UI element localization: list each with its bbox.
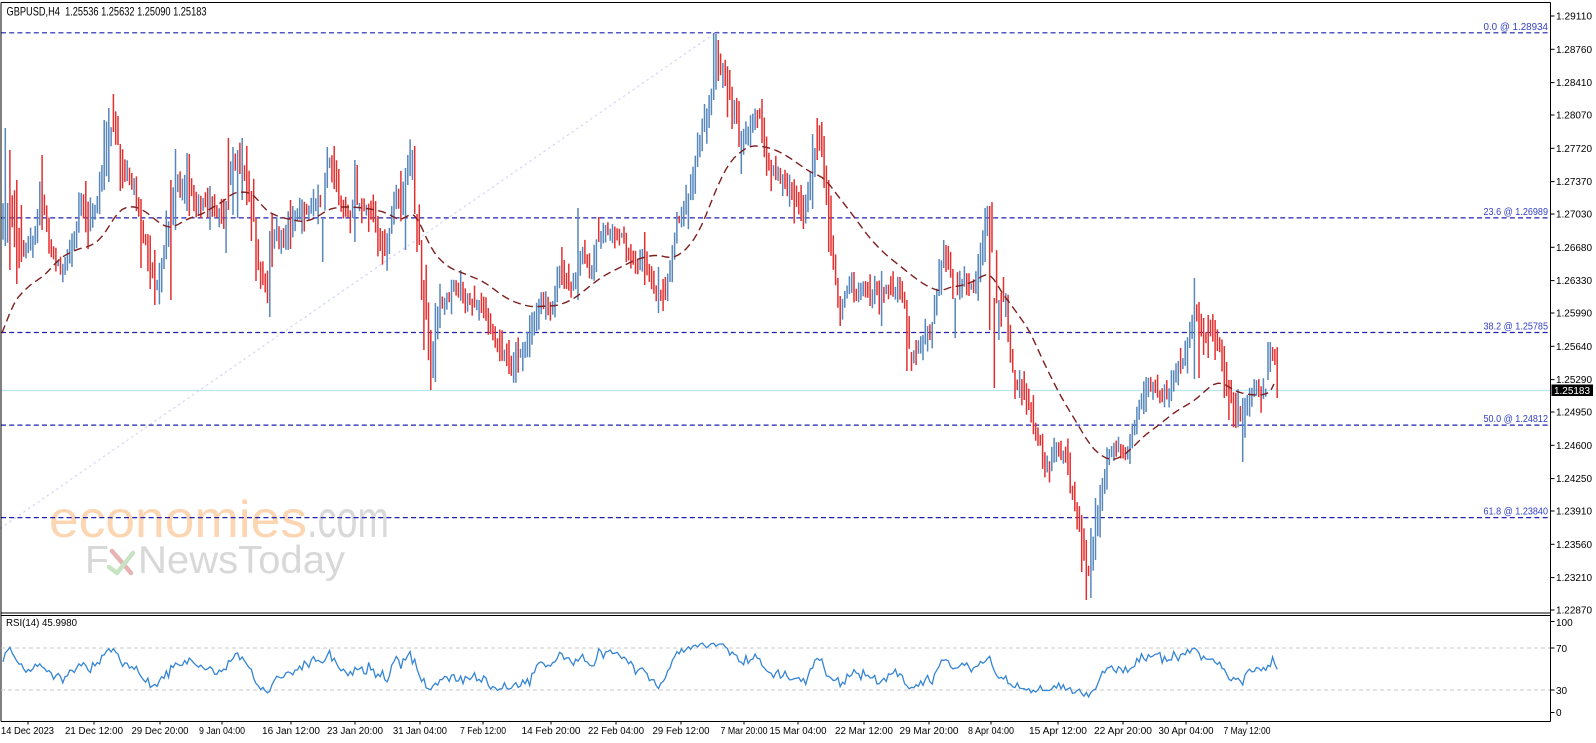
svg-text:0: 0 <box>1556 708 1562 719</box>
svg-text:economies: economies <box>49 491 307 549</box>
svg-text:15 Apr 12:00: 15 Apr 12:00 <box>1029 726 1087 737</box>
svg-text:1.28070: 1.28070 <box>1556 111 1592 122</box>
svg-text:38.2 @ 1.25785: 38.2 @ 1.25785 <box>1484 322 1549 333</box>
svg-text:1.28760: 1.28760 <box>1556 45 1592 56</box>
svg-text:29 Dec 20:00: 29 Dec 20:00 <box>132 726 189 737</box>
svg-text:7 Mar 20:00: 7 Mar 20:00 <box>721 726 768 737</box>
svg-text:61.8 @ 1.23840: 61.8 @ 1.23840 <box>1484 507 1549 518</box>
svg-text:31 Jan 04:00: 31 Jan 04:00 <box>393 726 447 737</box>
svg-text:1.24950: 1.24950 <box>1556 408 1592 419</box>
svg-text:1.25290: 1.25290 <box>1556 375 1592 386</box>
svg-text:1.24600: 1.24600 <box>1556 441 1592 452</box>
svg-text:7 Feb 12:00: 7 Feb 12:00 <box>460 726 506 737</box>
svg-text:9 Jan 04:00: 9 Jan 04:00 <box>199 726 245 737</box>
svg-text:1.23210: 1.23210 <box>1556 573 1592 584</box>
svg-text:F: F <box>85 539 109 582</box>
svg-text:1.27030: 1.27030 <box>1556 210 1592 221</box>
svg-text:22 Mar 12:00: 22 Mar 12:00 <box>835 726 893 737</box>
svg-text:30 Apr 04:00: 30 Apr 04:00 <box>1159 726 1214 737</box>
svg-text:1.29110: 1.29110 <box>1556 12 1592 23</box>
svg-text:RSI(14) 45.9980: RSI(14) 45.9980 <box>6 618 77 629</box>
svg-text:1.24250: 1.24250 <box>1556 474 1592 485</box>
svg-text:0.0 @ 1.28934: 0.0 @ 1.28934 <box>1484 22 1549 33</box>
svg-text:70: 70 <box>1556 644 1568 655</box>
svg-text:GBPUSD,H4 1.25536 1.25632 1.2: GBPUSD,H4 1.25536 1.25632 1.25090 1.2518… <box>7 5 207 19</box>
svg-text:7 May 12:00: 7 May 12:00 <box>1224 726 1271 737</box>
svg-text:1.27720: 1.27720 <box>1556 144 1592 155</box>
svg-text:14 Dec 2023: 14 Dec 2023 <box>1 726 54 737</box>
svg-text:1.25990: 1.25990 <box>1556 309 1592 320</box>
svg-text:8 Apr 04:00: 8 Apr 04:00 <box>968 726 1014 737</box>
svg-text:16 Jan 12:00: 16 Jan 12:00 <box>262 726 320 737</box>
svg-text:23 Jan 20:00: 23 Jan 20:00 <box>327 726 383 737</box>
svg-text:30: 30 <box>1556 686 1568 697</box>
svg-text:1.27370: 1.27370 <box>1556 177 1592 188</box>
svg-text:22 Feb 04:00: 22 Feb 04:00 <box>588 726 644 737</box>
svg-text:1.23910: 1.23910 <box>1556 507 1592 518</box>
svg-text:23.6 @ 1.26989: 23.6 @ 1.26989 <box>1484 207 1549 218</box>
svg-text:1.25183: 1.25183 <box>1554 386 1590 397</box>
svg-text:NewsToday: NewsToday <box>138 539 346 582</box>
svg-text:15 Mar 04:00: 15 Mar 04:00 <box>770 726 827 737</box>
svg-text:1.28410: 1.28410 <box>1556 78 1592 89</box>
svg-text:21 Dec 12:00: 21 Dec 12:00 <box>65 726 123 737</box>
svg-text:50.0 @ 1.24812: 50.0 @ 1.24812 <box>1484 414 1549 425</box>
svg-text:14 Feb 20:00: 14 Feb 20:00 <box>522 726 581 737</box>
svg-text:1.25640: 1.25640 <box>1556 342 1592 353</box>
svg-text:1.22870: 1.22870 <box>1556 606 1592 617</box>
svg-text:29 Feb 12:00: 29 Feb 12:00 <box>653 726 710 737</box>
svg-text:1.26330: 1.26330 <box>1556 276 1592 287</box>
svg-text:22 Apr 20:00: 22 Apr 20:00 <box>1094 726 1152 737</box>
svg-text:100: 100 <box>1556 618 1573 629</box>
svg-text:1.26680: 1.26680 <box>1556 243 1592 254</box>
svg-text:1.23560: 1.23560 <box>1556 540 1592 551</box>
svg-text:.com: .com <box>307 491 389 549</box>
svg-text:29 Mar 20:00: 29 Mar 20:00 <box>900 726 959 737</box>
